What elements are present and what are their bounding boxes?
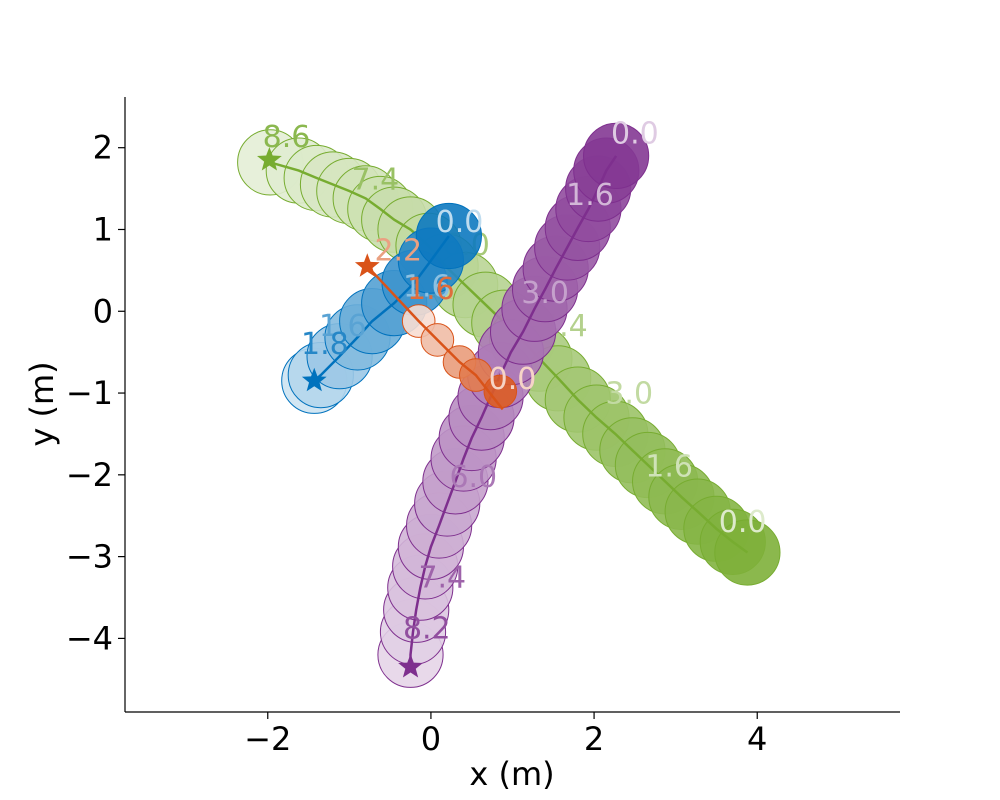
goal-star-marker [301,367,327,392]
time-label: 6.0 [449,460,497,495]
time-label: 3.0 [521,276,569,311]
trajectory-line [366,265,504,411]
time-label: 7.4 [352,162,400,197]
time-label: 1.6 [645,450,693,485]
time-label: 1.6 [566,178,614,213]
goal-star-marker [257,146,282,171]
y-axis-label: y (m) [23,361,61,446]
x-tick-label: 0 [421,720,441,758]
time-label: 1.6 [403,270,451,305]
y-tick-label: −3 [66,538,113,576]
time-label: 0.0 [719,505,767,540]
time-label: 0.0 [436,205,484,240]
y-tick-label: −1 [66,374,113,412]
data-layer: 0.01.63.04.46.07.48.60.01.63.04.06.07.48… [237,117,781,688]
x-axis-label: x (m) [469,755,554,793]
time-label: 1.6 [407,272,455,307]
time-label: 8.2 [403,611,451,646]
trajectory-line [313,235,450,382]
y-tick-label: 0 [93,292,113,330]
x-tick-label: 2 [584,720,604,758]
axes-layer: −2 0 2 4 −4 −3 −2 −1 0 1 2 [66,97,900,758]
time-label: 1.6 [319,309,367,344]
x-tick-label: 4 [747,720,767,758]
series-1: 0.01.63.04.06.07.48.2 [377,117,659,688]
y-tick-label: 2 [93,129,113,167]
time-label: 7.4 [418,561,466,596]
goal-star-marker [398,654,423,678]
series-3: 0.0 2.21.6 [354,234,537,411]
time-label: 3.0 [605,377,653,412]
y-tick-label: −2 [66,456,113,494]
time-label: 0.0 [611,117,659,152]
time-label: 8.6 [263,120,311,155]
goal-star-marker [354,253,380,277]
y-tick-label: −4 [66,619,113,657]
time-label: 1.8 [301,327,349,362]
series-2: 0.01.61.61.8 [281,202,484,414]
x-tick-label: −2 [244,720,291,758]
trajectory-line [409,155,618,667]
time-label: 0.0 [489,362,537,397]
time-label: 2.2 [374,234,422,269]
y-tick-label: 1 [93,210,113,248]
